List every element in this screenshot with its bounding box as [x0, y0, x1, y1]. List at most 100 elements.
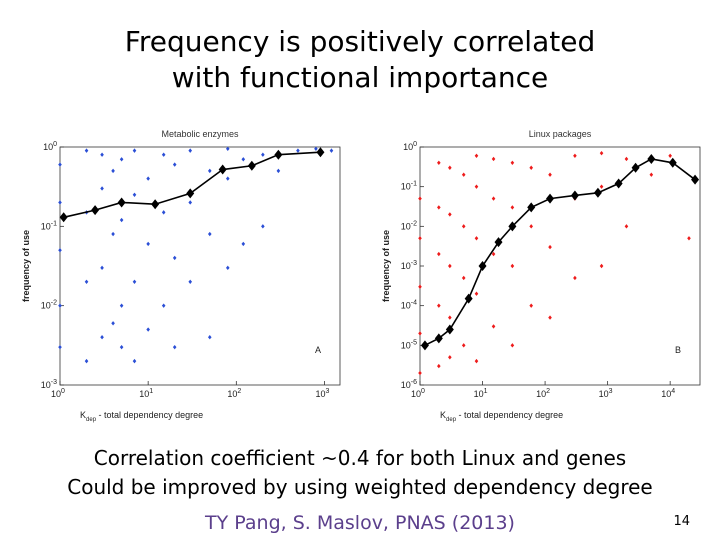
scatter-point — [624, 156, 629, 162]
average-marker — [316, 147, 325, 158]
scatter-point — [207, 168, 212, 174]
average-marker — [570, 190, 579, 201]
y-axis-label: frequency of use — [21, 230, 31, 302]
scatter-point — [172, 344, 177, 350]
scatter-point — [111, 168, 115, 174]
chart-title: Linux packages — [529, 129, 592, 139]
x-axis-label: Kdep - total dependency degree — [440, 410, 563, 423]
average-trend-line — [63, 151, 321, 219]
x-tick-label: 100 — [51, 388, 65, 399]
scatter-point — [119, 157, 124, 162]
average-marker — [527, 202, 536, 213]
average-marker — [117, 197, 126, 208]
scatter-point — [188, 148, 193, 153]
average-trend-line — [424, 158, 696, 347]
y-tick-label: 10-2 — [401, 220, 417, 231]
scatter-point — [510, 205, 515, 210]
scatter-point — [261, 152, 265, 157]
scatter-point — [649, 172, 654, 177]
scatter-point — [172, 255, 177, 261]
scatter-point — [418, 284, 422, 289]
chart-metabolic-panel: Metabolic enzymes 100 101 102 103 100 10-1 10-2… — [15, 125, 350, 430]
average-marker — [445, 324, 454, 335]
scatter-point — [529, 303, 534, 308]
slide-title-line1: Frequency is positively correlated — [124, 25, 596, 58]
scatter-point — [461, 275, 466, 281]
scatter-point — [225, 146, 230, 151]
scatter-point — [448, 212, 452, 217]
scatter-point — [241, 157, 246, 162]
scatter-point — [146, 176, 150, 181]
scatter-point — [418, 331, 422, 336]
scatter-point — [491, 156, 496, 162]
average-marker — [593, 187, 602, 198]
scatter-point — [461, 343, 466, 348]
x-tick-label: 102 — [227, 388, 241, 399]
chart-linux-svg: Linux packages 100 101 102 103 104 100 10-1 10-2… — [381, 129, 701, 423]
y-tick-label: 100 — [43, 141, 57, 152]
average-marker — [151, 199, 160, 210]
plot-frame — [59, 146, 341, 386]
average-marker — [434, 333, 443, 344]
scatter-point — [188, 200, 193, 205]
y-tick-label: 10-6 — [401, 379, 417, 390]
scatter-point — [448, 315, 452, 320]
x-tick-label: 101 — [139, 388, 153, 399]
scatter-point — [668, 153, 672, 158]
scatter-point — [529, 165, 534, 170]
scatter-point — [161, 303, 166, 308]
caption-line2: Could be improved by using weighted depe… — [67, 475, 653, 499]
x-axis-label: Kdep - total dependency degree — [80, 410, 203, 423]
scatter-point — [119, 303, 124, 308]
scatter-point — [437, 303, 441, 308]
scatter-point — [119, 344, 124, 350]
average-marker — [59, 212, 68, 223]
caption-line1: Correlation coefficient ~0.4 for both Li… — [93, 446, 627, 470]
scatter-point — [132, 148, 137, 153]
scatter-point — [207, 335, 212, 340]
scatter-point — [599, 150, 604, 156]
x-tick-label: 100 — [411, 388, 425, 399]
plot-frame — [419, 146, 701, 386]
panel-label: B — [675, 345, 681, 355]
scatter-point — [448, 263, 452, 269]
scatter-point — [100, 265, 104, 271]
scatter-point — [461, 172, 466, 177]
y-tick-label: 10-1 — [41, 220, 57, 231]
scatter-point — [510, 160, 515, 165]
x-tick-label: 101 — [474, 388, 488, 399]
scatter-point — [329, 148, 334, 153]
scatter-point — [474, 236, 479, 241]
scatter-point — [437, 251, 441, 257]
scatter-point — [687, 236, 691, 241]
average-marker — [247, 160, 256, 171]
scatter-point — [84, 279, 89, 284]
scatter-point — [491, 196, 496, 201]
scatter-point — [132, 279, 137, 284]
average-marker — [478, 261, 487, 271]
scatter-point — [474, 291, 479, 296]
scatter-point — [58, 248, 62, 253]
average-marker — [668, 157, 677, 168]
scatter-point — [225, 176, 230, 181]
scatter-point — [161, 152, 166, 157]
scatter-point — [58, 200, 62, 205]
scatter-point — [510, 263, 515, 269]
slide-title-line2: with functional importance — [171, 61, 549, 94]
scatter-point — [58, 344, 62, 350]
scatter-point — [314, 146, 318, 151]
scatter-point — [510, 343, 515, 348]
average-marker — [614, 178, 623, 189]
scatter-point — [529, 224, 534, 229]
scatter-point — [418, 370, 422, 376]
x-tick-label: 103 — [599, 388, 613, 399]
scatter-point — [132, 358, 137, 364]
scatter-point — [84, 358, 89, 364]
scatter-point — [448, 165, 452, 170]
scatter-point — [548, 315, 552, 320]
scatter-point — [418, 236, 422, 241]
scatter-point — [207, 231, 212, 237]
average-marker — [546, 193, 555, 204]
average-marker — [691, 174, 700, 185]
average-marker — [218, 164, 227, 175]
